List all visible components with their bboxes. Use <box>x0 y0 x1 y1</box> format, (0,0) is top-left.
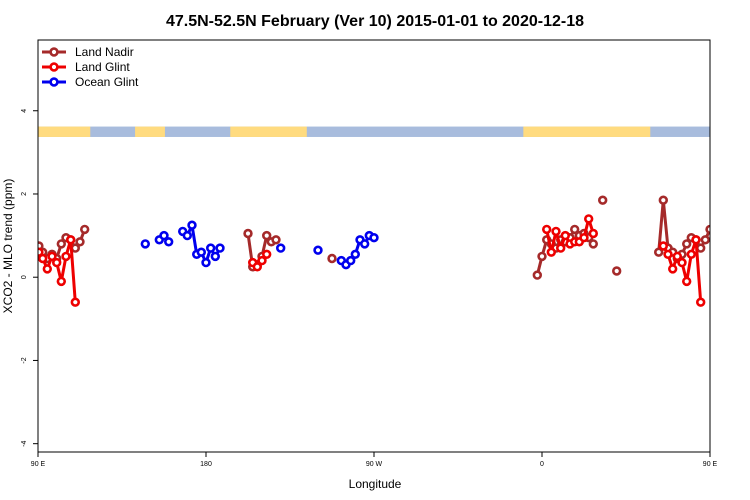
x-tick-label: 180 <box>200 461 212 468</box>
data-point <box>187 220 197 230</box>
y-tick-label: -4 <box>21 440 28 446</box>
data-point <box>658 241 668 251</box>
x-tick-label: 90 E <box>703 461 718 468</box>
data-point <box>551 226 561 237</box>
data-point <box>686 249 696 260</box>
data-point <box>201 257 211 268</box>
legend-label: Ocean Glint <box>75 75 139 89</box>
series-land-glint <box>38 214 706 307</box>
y-tick-label: 4 <box>21 109 28 113</box>
data-point <box>588 228 598 239</box>
data-point <box>56 276 66 287</box>
data-point <box>327 253 337 264</box>
legend-item-ocean-glint: Ocean Glint <box>42 75 139 89</box>
land-ocean-mask-band <box>38 126 710 137</box>
data-point <box>206 243 216 253</box>
x-tick-label: 0 <box>540 461 544 468</box>
series-ocean-glint <box>140 220 379 270</box>
data-point <box>276 243 286 253</box>
data-point <box>369 233 379 243</box>
x-axis-label: Longitude <box>349 477 402 491</box>
data-point <box>47 251 57 262</box>
data-point <box>210 251 221 262</box>
data-point <box>588 239 598 249</box>
data-point <box>75 237 85 247</box>
data-point <box>546 247 556 257</box>
y-tick-label: 2 <box>21 192 28 196</box>
data-point <box>196 247 207 257</box>
data-point <box>70 297 81 307</box>
data-point <box>691 235 701 245</box>
data-point <box>42 264 52 274</box>
data-point <box>346 255 356 266</box>
data-point <box>79 224 90 235</box>
data-point <box>681 276 692 287</box>
data-point <box>262 230 272 241</box>
x-axis: 90 E 180 90 W 0 90 E <box>31 452 718 468</box>
legend-marker <box>49 77 59 87</box>
data-point <box>597 195 608 205</box>
data-point <box>653 247 664 257</box>
data-point <box>695 297 706 307</box>
land-region <box>230 126 307 137</box>
x-tick-label: 90 W <box>366 461 383 468</box>
data-point <box>583 214 594 224</box>
data-point <box>271 235 281 245</box>
data-point <box>560 230 570 241</box>
chart-title: 47.5N-52.5N February (Ver 10) 2015-01-01… <box>166 13 584 30</box>
data-point <box>215 243 225 253</box>
data-point <box>579 233 589 243</box>
data-point <box>537 251 547 262</box>
data-point <box>569 224 580 235</box>
data-point <box>56 239 66 249</box>
data-point <box>65 235 76 245</box>
y-axis-label: XCO2 - MLO trend (ppm) <box>1 179 15 314</box>
legend-item-land-nadir: Land Nadir <box>42 45 134 59</box>
data-point <box>663 249 673 260</box>
data-point <box>681 239 692 249</box>
y-axis: -4 -2 0 2 4 <box>21 109 38 447</box>
data-point <box>667 264 678 274</box>
data-point <box>360 239 370 249</box>
data-point <box>658 195 668 205</box>
land-region <box>135 126 165 137</box>
data-point <box>541 224 552 235</box>
data-point <box>532 270 542 280</box>
ocean-band <box>38 126 710 137</box>
legend-label: Land Glint <box>75 60 130 74</box>
data-point <box>61 251 71 262</box>
data-point <box>182 230 193 241</box>
land-region <box>38 126 91 137</box>
y-tick-label: 0 <box>21 275 28 279</box>
data-point <box>672 251 682 262</box>
data-point <box>252 262 262 272</box>
data-point <box>313 245 323 255</box>
series-layer <box>38 195 710 307</box>
legend-label: Land Nadir <box>75 45 134 59</box>
x-tick-label: 90 E <box>31 461 46 468</box>
data-point <box>677 257 687 268</box>
data-point <box>257 255 267 266</box>
data-point <box>38 253 48 264</box>
legend-marker <box>49 47 59 57</box>
data-point <box>611 266 622 276</box>
data-point <box>38 247 44 257</box>
data-point <box>164 237 174 247</box>
data-point <box>243 228 253 239</box>
data-point <box>555 243 566 253</box>
data-point <box>700 235 710 245</box>
y-tick-label: -2 <box>21 357 28 363</box>
land-region <box>523 126 651 137</box>
data-point <box>51 257 62 268</box>
plot-frame <box>37 39 711 453</box>
data-point <box>262 249 272 260</box>
legend-item-land-glint: Land Glint <box>42 60 130 74</box>
legend-marker <box>49 62 59 72</box>
data-point <box>350 249 360 260</box>
data-point <box>140 239 151 249</box>
data-point <box>695 243 706 253</box>
data-point <box>159 230 169 241</box>
